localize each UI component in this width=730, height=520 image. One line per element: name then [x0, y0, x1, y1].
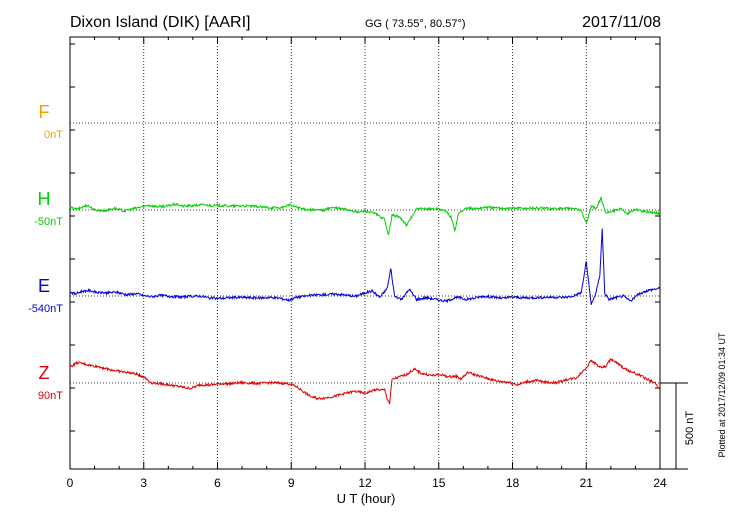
series-lines — [69, 196, 661, 405]
plotted-timestamp: Plotted at 2017/12/09 01:34 UT — [717, 332, 727, 458]
series-line-e — [69, 228, 661, 305]
x-tick-label: 3 — [140, 476, 147, 490]
station-title: Dixon Island (DIK) [AARI] — [70, 14, 251, 31]
x-tick-label: 0 — [67, 476, 74, 490]
series-baseline-e: -540nT — [28, 303, 63, 315]
grid-lines — [70, 37, 660, 469]
x-tick-label: 18 — [506, 476, 520, 490]
series-name-h: H — [38, 189, 51, 209]
series-baseline-f: 0nT — [44, 129, 63, 141]
series-line-h — [69, 196, 661, 236]
series-baseline-h: -50nT — [34, 216, 63, 228]
series-baseline-z: 90nT — [38, 390, 63, 402]
axes: 0 3 6 9 12 15 18 21 24 — [67, 36, 667, 490]
scale-bar: 500 nT — [660, 382, 696, 470]
plot-date: 2017/11/08 — [582, 14, 661, 31]
x-tick-label: 15 — [432, 476, 446, 490]
x-tick-label: 6 — [214, 476, 221, 490]
series-labels: F 0nT H -50nT E -540nT Z 90nT — [28, 102, 63, 402]
series-name-z: Z — [39, 363, 50, 383]
x-tick-label: 9 — [288, 476, 295, 490]
x-tick-label: 12 — [358, 476, 372, 490]
series-name-f: F — [39, 102, 50, 122]
x-tick-label: 21 — [580, 476, 594, 490]
series-line-z — [69, 357, 661, 405]
station-coordinates: GG ( 73.55°, 80.57°) — [365, 18, 466, 30]
series-name-e: E — [38, 276, 50, 296]
scale-bar-label: 500 nT — [684, 411, 696, 446]
x-tick-label: 24 — [653, 476, 667, 490]
x-axis-label: U T (hour) — [337, 491, 396, 506]
